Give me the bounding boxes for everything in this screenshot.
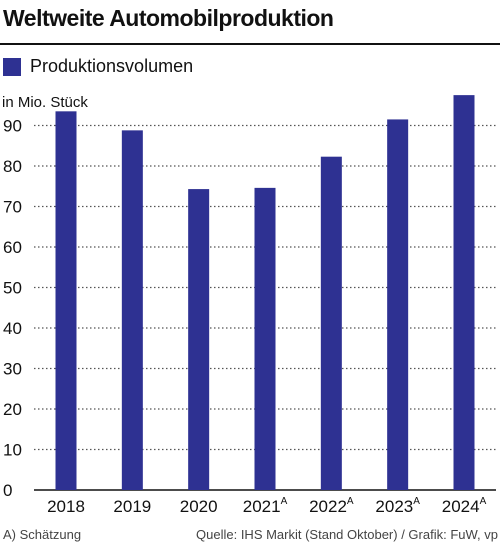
y-tick-label: 90 — [3, 117, 22, 136]
x-tick-label: 2019 — [113, 497, 151, 516]
bar-chart: in Mio. Stück 0 10 20 30 40 50 60 70 80 90 2018 201… — [2, 94, 496, 517]
bar-2023 — [387, 119, 409, 491]
footnote: A) Schätzung — [3, 527, 82, 542]
x-tick-superscript: A — [480, 496, 487, 507]
title-rule — [0, 43, 500, 45]
bar-2019 — [121, 130, 143, 491]
bar-layer — [55, 95, 475, 491]
y-axis-unit-label: in Mio. Stück — [2, 94, 88, 111]
y-tick-label: 10 — [3, 441, 22, 460]
y-tick-label: 30 — [3, 360, 22, 379]
x-tick-superscript: A — [347, 496, 354, 507]
x-tick-label: 2022A — [309, 496, 354, 516]
y-tick-label: 50 — [3, 279, 22, 298]
y-tick-label: 20 — [3, 400, 22, 419]
y-tick-label: 80 — [3, 157, 22, 176]
y-tick-label: 70 — [3, 198, 22, 217]
chart-title: Weltweite Automobilproduktion — [3, 5, 334, 31]
tick-layer: 0 10 20 30 40 50 60 70 80 90 2018 2019 2020 2021A 2022… — [3, 117, 487, 517]
bar-2022 — [320, 156, 342, 490]
legend-swatch — [3, 57, 21, 76]
bar-2020 — [188, 189, 210, 490]
x-tick-label: 2018 — [47, 497, 85, 516]
x-tick-label: 2024A — [442, 496, 487, 516]
legend-label: Produktionsvolumen — [30, 56, 194, 76]
x-tick-superscript: A — [413, 496, 420, 507]
source-credit: Quelle: IHS Markit (Stand Oktober) / Gra… — [196, 527, 498, 542]
y-tick-label: 60 — [3, 238, 22, 257]
bar-2018 — [55, 111, 77, 490]
y-tick-label: 0 — [3, 481, 12, 500]
bar-2021 — [254, 187, 276, 490]
x-tick-label: 2021A — [243, 496, 288, 516]
legend: Produktionsvolumen — [3, 56, 193, 77]
bar-2024 — [453, 95, 475, 490]
y-tick-label: 40 — [3, 319, 22, 338]
x-tick-superscript: A — [281, 496, 288, 507]
x-tick-label: 2023A — [375, 496, 420, 516]
x-tick-label: 2020 — [180, 497, 218, 516]
